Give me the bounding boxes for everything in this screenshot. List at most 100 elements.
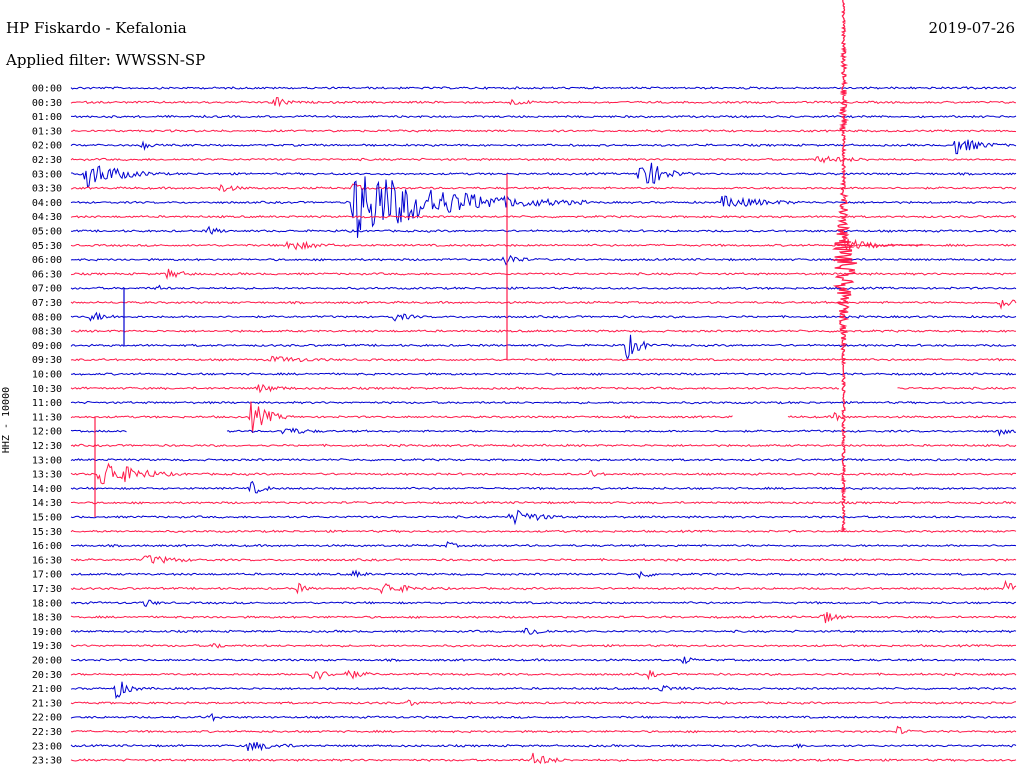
trace-line bbox=[70, 334, 1017, 361]
time-tick-label: 01:30 bbox=[32, 126, 62, 137]
time-tick-label: 11:30 bbox=[32, 412, 62, 423]
time-tick-label: 09:00 bbox=[32, 341, 62, 352]
trace-line bbox=[70, 599, 1017, 608]
time-tick-label: 17:00 bbox=[32, 570, 62, 581]
time-label-group: 00:00 00:30 01:00 01:30 02:00 02:30 03:00 03:30… bbox=[32, 84, 62, 767]
trace-line bbox=[70, 97, 1017, 108]
trace-line bbox=[70, 579, 1017, 595]
trace-line bbox=[70, 182, 1017, 193]
time-tick-label: 14:00 bbox=[32, 484, 62, 495]
trace-line bbox=[70, 569, 1017, 580]
trace-line bbox=[70, 627, 1017, 635]
trace-line bbox=[70, 372, 1017, 376]
trace-line bbox=[70, 656, 1017, 665]
trace-line bbox=[70, 284, 1017, 291]
station-title: HP Fiskardo - Kefalonia bbox=[6, 19, 187, 37]
trace-line bbox=[70, 329, 1016, 333]
filter-label: Applied filter: WWSSN-SP bbox=[6, 51, 206, 69]
trace-line bbox=[70, 681, 1017, 700]
time-tick-label: 07:30 bbox=[32, 298, 62, 309]
time-tick-label: 14:30 bbox=[32, 498, 62, 509]
trace-line bbox=[70, 699, 1017, 707]
time-tick-label: 20:30 bbox=[32, 670, 62, 681]
trace-line bbox=[70, 268, 1017, 280]
time-tick-label: 23:00 bbox=[32, 741, 62, 752]
time-tick-label: 06:00 bbox=[32, 255, 62, 266]
trace-line bbox=[70, 752, 1017, 765]
trace-line bbox=[71, 114, 1017, 119]
time-tick-label: 05:30 bbox=[32, 241, 62, 252]
trace-line bbox=[70, 529, 1017, 534]
large-event-coda bbox=[843, 237, 924, 250]
time-tick-label: 08:30 bbox=[32, 327, 62, 338]
trace-line bbox=[70, 401, 1017, 434]
time-tick-label: 23:30 bbox=[32, 756, 62, 767]
trace-line bbox=[70, 612, 1017, 624]
trace-line bbox=[70, 86, 1017, 90]
time-tick-label: 18:30 bbox=[32, 613, 62, 624]
time-tick-label: 10:00 bbox=[32, 370, 62, 381]
time-tick-label: 02:30 bbox=[32, 155, 62, 166]
trace-line bbox=[70, 712, 1017, 723]
time-tick-label: 17:30 bbox=[32, 584, 62, 595]
large-event-trace bbox=[832, 0, 858, 532]
time-tick-label: 08:00 bbox=[32, 312, 62, 323]
date-label: 2019-07-26 bbox=[928, 19, 1015, 37]
time-tick-label: 16:00 bbox=[32, 541, 62, 552]
trace-line bbox=[70, 400, 1017, 405]
time-tick-label: 03:00 bbox=[32, 169, 62, 180]
trace-line bbox=[70, 725, 1017, 735]
time-tick-label: 05:00 bbox=[32, 227, 62, 238]
trace-line bbox=[70, 311, 1017, 322]
time-tick-label: 15:30 bbox=[32, 527, 62, 538]
trace-group bbox=[70, 0, 1017, 765]
trace-line bbox=[70, 355, 1017, 363]
trace-line bbox=[70, 555, 1017, 564]
time-tick-label: 19:00 bbox=[32, 627, 62, 638]
trace-line bbox=[70, 240, 1017, 251]
trace-line bbox=[70, 509, 1017, 526]
time-tick-label: 12:00 bbox=[32, 427, 62, 438]
time-tick-label: 09:30 bbox=[32, 355, 62, 366]
trace-line bbox=[70, 176, 1017, 238]
trace-line bbox=[70, 155, 1017, 164]
trace-line bbox=[70, 139, 1017, 155]
trace-line bbox=[70, 383, 1017, 394]
time-tick-label: 11:00 bbox=[32, 398, 62, 409]
trace-line bbox=[71, 541, 1017, 548]
trace-line bbox=[70, 225, 1017, 235]
time-tick-label: 06:30 bbox=[32, 269, 62, 280]
time-tick-label: 02:00 bbox=[32, 141, 62, 152]
time-tick-label: 15:00 bbox=[32, 513, 62, 524]
trace-line bbox=[70, 462, 1017, 485]
trace-line bbox=[70, 129, 1017, 133]
time-tick-label: 21:00 bbox=[32, 684, 62, 695]
time-tick-label: 10:30 bbox=[32, 384, 62, 395]
time-tick-label: 22:30 bbox=[32, 727, 62, 738]
time-tick-label: 00:00 bbox=[32, 84, 62, 95]
time-tick-label: 22:00 bbox=[32, 713, 62, 724]
time-tick-label: 00:30 bbox=[32, 98, 62, 109]
trace-line bbox=[70, 480, 1017, 494]
time-tick-label: 13:30 bbox=[32, 470, 62, 481]
time-tick-label: 04:00 bbox=[32, 198, 62, 209]
trace-line bbox=[70, 457, 1017, 462]
time-tick-label: 16:30 bbox=[32, 555, 62, 566]
time-tick-label: 01:00 bbox=[32, 112, 62, 123]
trace-line bbox=[70, 643, 1016, 649]
trace-line bbox=[70, 254, 1017, 266]
time-tick-label: 03:30 bbox=[32, 184, 62, 195]
trace-line bbox=[71, 500, 1017, 505]
time-tick-label: 12:30 bbox=[32, 441, 62, 452]
time-tick-label: 19:30 bbox=[32, 641, 62, 652]
time-tick-label: 07:00 bbox=[32, 284, 62, 295]
trace-line bbox=[70, 214, 1017, 219]
trace-line bbox=[70, 741, 1017, 752]
trace-line bbox=[70, 669, 1017, 681]
time-tick-label: 21:30 bbox=[32, 698, 62, 709]
time-tick-label: 20:00 bbox=[32, 656, 62, 667]
trace-line bbox=[71, 162, 1017, 188]
time-tick-label: 18:00 bbox=[32, 598, 62, 609]
trace-line bbox=[70, 443, 1017, 448]
